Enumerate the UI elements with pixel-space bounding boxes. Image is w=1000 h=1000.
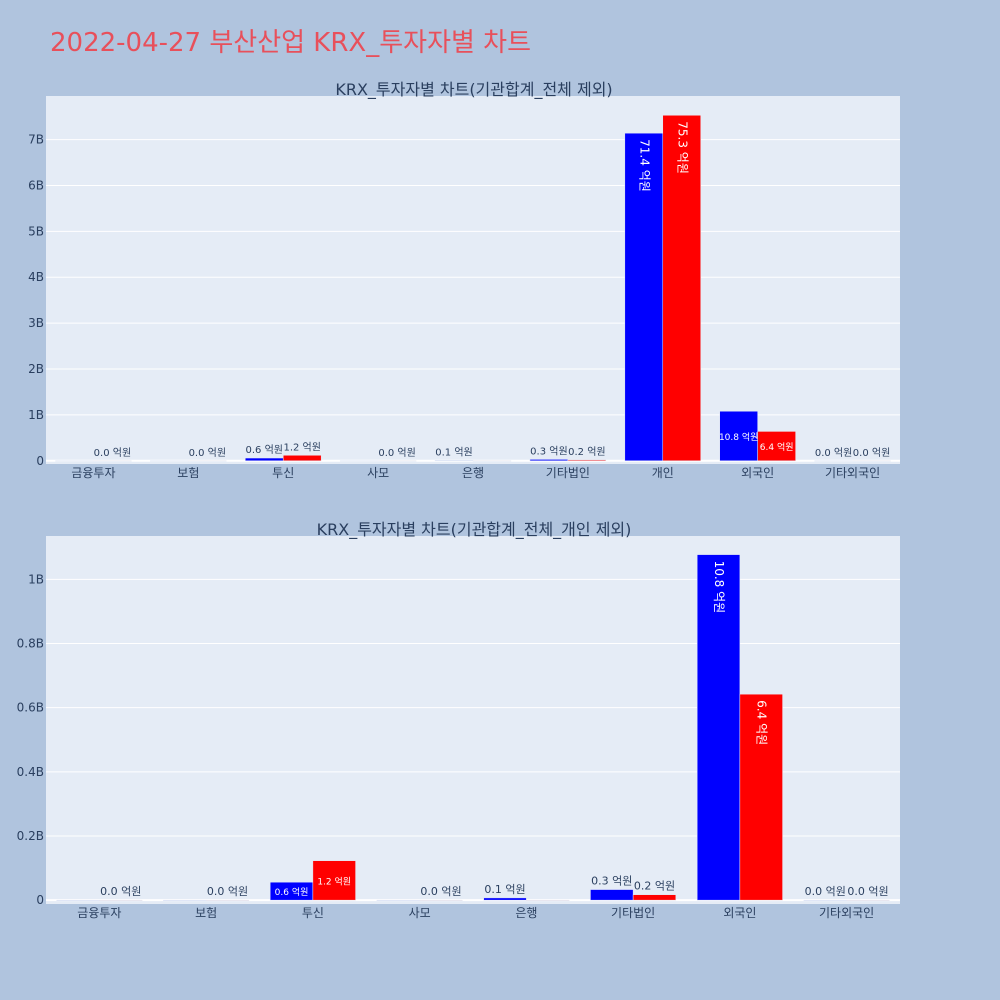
data-label: 75.3 억원 — [675, 121, 689, 174]
data-label: 0.0 억원 — [853, 447, 890, 459]
y-tick-label: 2B — [28, 362, 44, 376]
bar — [852, 460, 891, 462]
bar — [483, 897, 527, 901]
x-tick-label: 사모 — [409, 906, 431, 920]
chart-1: 0 1B 2B 3B 4B 5B 6B 7B KRX_투자자별 차트(기관합계_전체 제외) 금융… — [28, 80, 900, 480]
data-label: 1.2 억원 — [283, 441, 320, 453]
bar — [163, 899, 207, 901]
data-label: 0.1 억원 — [484, 883, 525, 896]
bar — [814, 460, 853, 462]
data-label: 0.0 억원 — [847, 885, 888, 898]
y-tick-label: 1B — [28, 572, 44, 586]
bar — [245, 457, 284, 462]
bar — [419, 899, 463, 901]
data-label: 0.0 억원 — [378, 447, 415, 459]
x-tick-label: 외국인 — [723, 906, 756, 920]
data-label: 1.2 억원 — [317, 875, 351, 887]
y-tick-label: 4B — [28, 270, 44, 284]
x-tick-label: 보험 — [177, 466, 199, 480]
x-tick-label: 투신 — [272, 466, 294, 480]
data-label: 10.8 억원 — [719, 431, 758, 443]
bar — [55, 460, 94, 462]
x-tick-label: 외국인 — [741, 466, 774, 480]
data-label: 0.0 억원 — [94, 447, 131, 459]
x-tick-label: 은행 — [515, 905, 537, 920]
y-tick-label: 0.8B — [17, 636, 44, 650]
x-tick-label: 금융투자 — [71, 466, 115, 480]
bar — [739, 693, 783, 901]
data-label: 0.6 억원 — [275, 886, 309, 898]
y-tick-label: 0 — [36, 454, 44, 468]
data-label: 0.0 억원 — [189, 447, 226, 459]
bar — [376, 899, 420, 901]
x-tick-label: 기타법인 — [611, 906, 655, 920]
bar — [434, 460, 474, 462]
data-label: 0.3 억원 — [591, 875, 632, 888]
y-tick-label: 0.6B — [17, 701, 44, 715]
bar — [757, 431, 796, 462]
data-label: 0.2 억원 — [634, 880, 675, 893]
bar — [590, 889, 634, 901]
bar — [377, 460, 417, 462]
x-tick-label: 기타외국인 — [819, 906, 874, 920]
x-tick-label: 기타법인 — [546, 466, 590, 480]
x-tick-label: 개인 — [652, 466, 674, 480]
bar — [99, 899, 143, 901]
bar — [846, 899, 890, 901]
data-label: 0.2 억원 — [568, 446, 605, 458]
x-tick-label: 은행 — [462, 465, 484, 480]
data-label: 10.8 억원 — [712, 561, 726, 614]
x-tick-label: 사모 — [367, 466, 389, 480]
chart-title: KRX_투자자별 차트(기관합계_전체 제외) — [335, 80, 612, 100]
bar — [662, 115, 701, 462]
data-label: 0.0 억원 — [420, 885, 461, 898]
data-label: 0.3 억원 — [530, 445, 567, 457]
plot-area — [46, 96, 900, 464]
data-label: 0.1 억원 — [435, 446, 472, 458]
page-title: 2022-04-27 부산산업 KRX_투자자별 차트 — [50, 28, 532, 58]
chart-title: KRX_투자자별 차트(기관합계_전체_개인 제외) — [317, 520, 632, 540]
y-tick-label: 0.4B — [17, 765, 44, 779]
y-tick-label: 7B — [28, 133, 44, 147]
y-tick-label: 6B — [28, 178, 44, 192]
bar — [632, 894, 677, 901]
data-label: 71.4 억원 — [637, 139, 651, 192]
bar — [624, 132, 664, 462]
chart-2: 0 0.2B 0.4B 0.6B 0.8B 1B KRX_투자자별 차트(기관합계_전체_개… — [17, 520, 900, 920]
data-label: 0.0 억원 — [805, 885, 846, 898]
data-label: 6.4 억원 — [755, 700, 769, 745]
bar — [719, 410, 758, 462]
bar — [339, 460, 379, 462]
y-tick-label: 0 — [36, 893, 44, 907]
bar — [803, 899, 847, 901]
y-tick-label: 1B — [28, 408, 44, 422]
y-tick-label: 0.2B — [17, 829, 44, 843]
x-tick-label: 보험 — [195, 906, 217, 920]
x-tick-label: 기타외국인 — [825, 466, 880, 480]
bar — [205, 899, 250, 901]
bar — [567, 459, 607, 462]
bar — [312, 860, 356, 901]
x-tick-label: 투신 — [302, 906, 324, 920]
bar — [56, 899, 100, 901]
bar — [150, 460, 189, 462]
bar — [529, 459, 569, 462]
y-tick-label: 3B — [28, 316, 44, 330]
data-label: 0.0 억원 — [815, 447, 852, 459]
bar — [696, 554, 741, 901]
bar — [188, 460, 227, 462]
x-tick-label: 금융투자 — [77, 906, 121, 920]
data-label: 0.0 억원 — [100, 885, 141, 898]
bar — [282, 455, 322, 462]
data-label: 6.4 억원 — [760, 441, 794, 453]
data-label: 0.0 억원 — [207, 885, 248, 898]
data-label: 0.6 억원 — [246, 444, 283, 456]
bar — [93, 460, 132, 462]
y-tick-label: 5B — [28, 224, 44, 238]
bar — [472, 460, 512, 462]
bar — [526, 899, 570, 901]
